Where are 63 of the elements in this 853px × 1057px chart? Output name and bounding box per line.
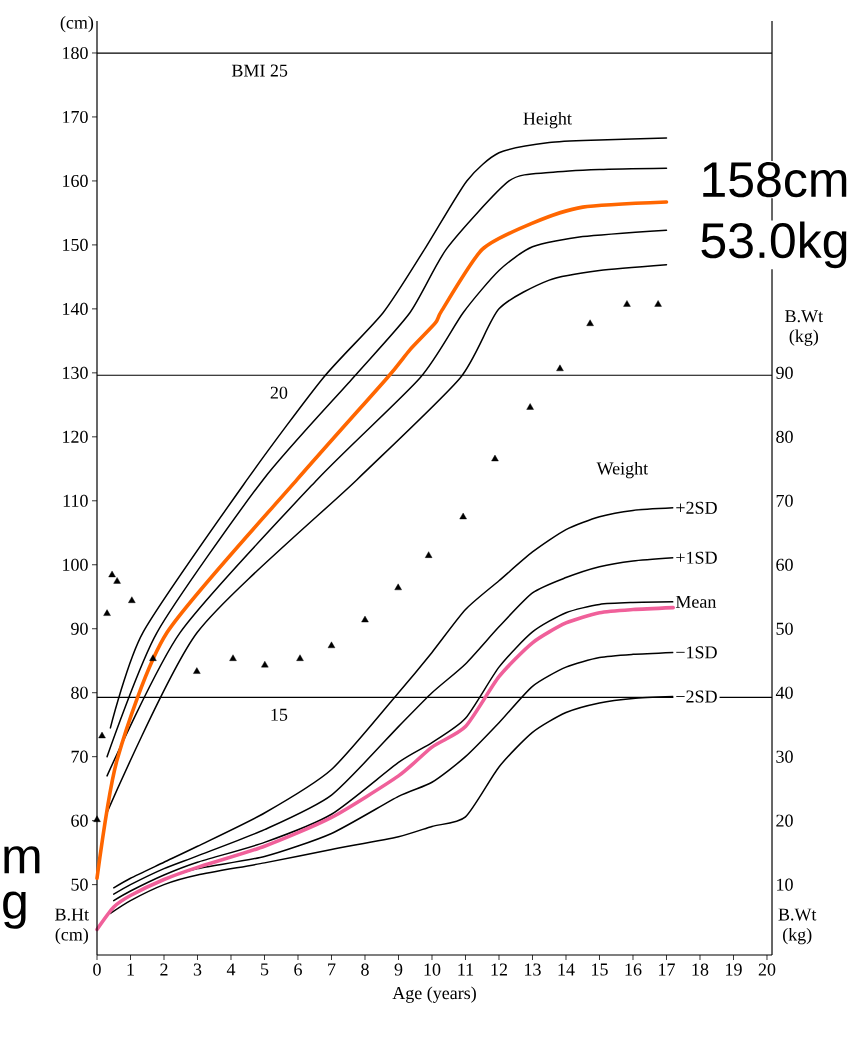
annotation: 158cm [703, 161, 847, 198]
x-tick-label: 4 [226, 963, 236, 976]
y2-tick-label: 80 [776, 430, 793, 443]
annotation: 53.0kg [701, 221, 847, 269]
y-tick-label: 140 [63, 302, 88, 315]
text: B.Wt (kg) [785, 310, 823, 346]
series-label: −2SD [676, 690, 717, 703]
y-tick-label: 150 [63, 238, 88, 251]
y2-tick-label: 20 [776, 814, 793, 827]
y-tick-label: 60 [71, 814, 88, 827]
x-tick-label: 14 [558, 963, 575, 976]
annotation: Height [523, 111, 572, 129]
y-tick-label: 130 [63, 366, 88, 379]
x-tick-label: 13 [525, 963, 541, 976]
text: (cm) [60, 16, 94, 33]
x-tick-label: 20 [758, 963, 776, 976]
y2-tick-label: 60 [776, 558, 793, 571]
y-tick-label: 80 [71, 686, 88, 699]
y-axis-title: B.Ht (cm) [55, 908, 89, 945]
y-tick-label: 100 [63, 558, 88, 571]
y3-tick-label: 20 [270, 386, 288, 399]
y-tick-label: 70 [71, 750, 88, 763]
x-tick-label: 11 [458, 963, 474, 976]
text: g [3, 891, 26, 929]
x-tick-label: 8 [361, 963, 369, 976]
y2-tick-label: 50 [776, 622, 793, 635]
x-tick-label: 16 [625, 963, 642, 976]
y3-tick-label: 15 [271, 708, 288, 721]
x-tick-label: 18 [692, 963, 709, 976]
series-label: +1SD [676, 551, 717, 564]
x-tick-label: 6 [294, 963, 302, 976]
x-tick-label: 15 [592, 963, 608, 976]
y-tick-label: 170 [63, 110, 88, 124]
y2-tick-label: 10 [777, 878, 793, 891]
x-tick-label: 10 [424, 963, 441, 976]
annotation: Weight [596, 461, 649, 479]
x-axis-title: Age (years) [392, 986, 476, 1003]
y2-axis-title: B.Wt (kg) [778, 908, 817, 945]
y-tick-label: 90 [71, 622, 88, 635]
x-tick-label: 1 [127, 963, 134, 976]
y-tick-label: 160 [63, 174, 88, 187]
y-tick-label: 120 [63, 430, 88, 443]
x-tick-label: 0 [93, 963, 101, 976]
y-tick-label: 180 [63, 46, 88, 60]
x-tick-label: 3 [193, 963, 202, 976]
x-tick-label: 7 [328, 963, 336, 976]
x-tick-label: 17 [659, 963, 675, 976]
series-label: −1SD [676, 646, 717, 659]
y2-tick-label: 40 [775, 686, 793, 699]
text: m [4, 846, 40, 874]
y2-tick-label: 70 [776, 494, 793, 507]
y2-tick-label: 90 [776, 366, 793, 379]
y-tick-label: 50 [71, 878, 88, 891]
x-tick-label: 2 [160, 963, 168, 976]
y2-tick-label: 30 [776, 750, 793, 763]
x-tick-label: 19 [726, 963, 742, 976]
x-tick-label: 5 [261, 963, 269, 976]
y-tick-label: 110 [63, 494, 88, 507]
y3-tick-label: BMI 25 [231, 64, 288, 77]
x-tick-label: 9 [394, 963, 403, 976]
series-label: +2SD [676, 501, 717, 514]
x-tick-label: 12 [491, 963, 507, 976]
series-label: Mean [675, 595, 717, 608]
